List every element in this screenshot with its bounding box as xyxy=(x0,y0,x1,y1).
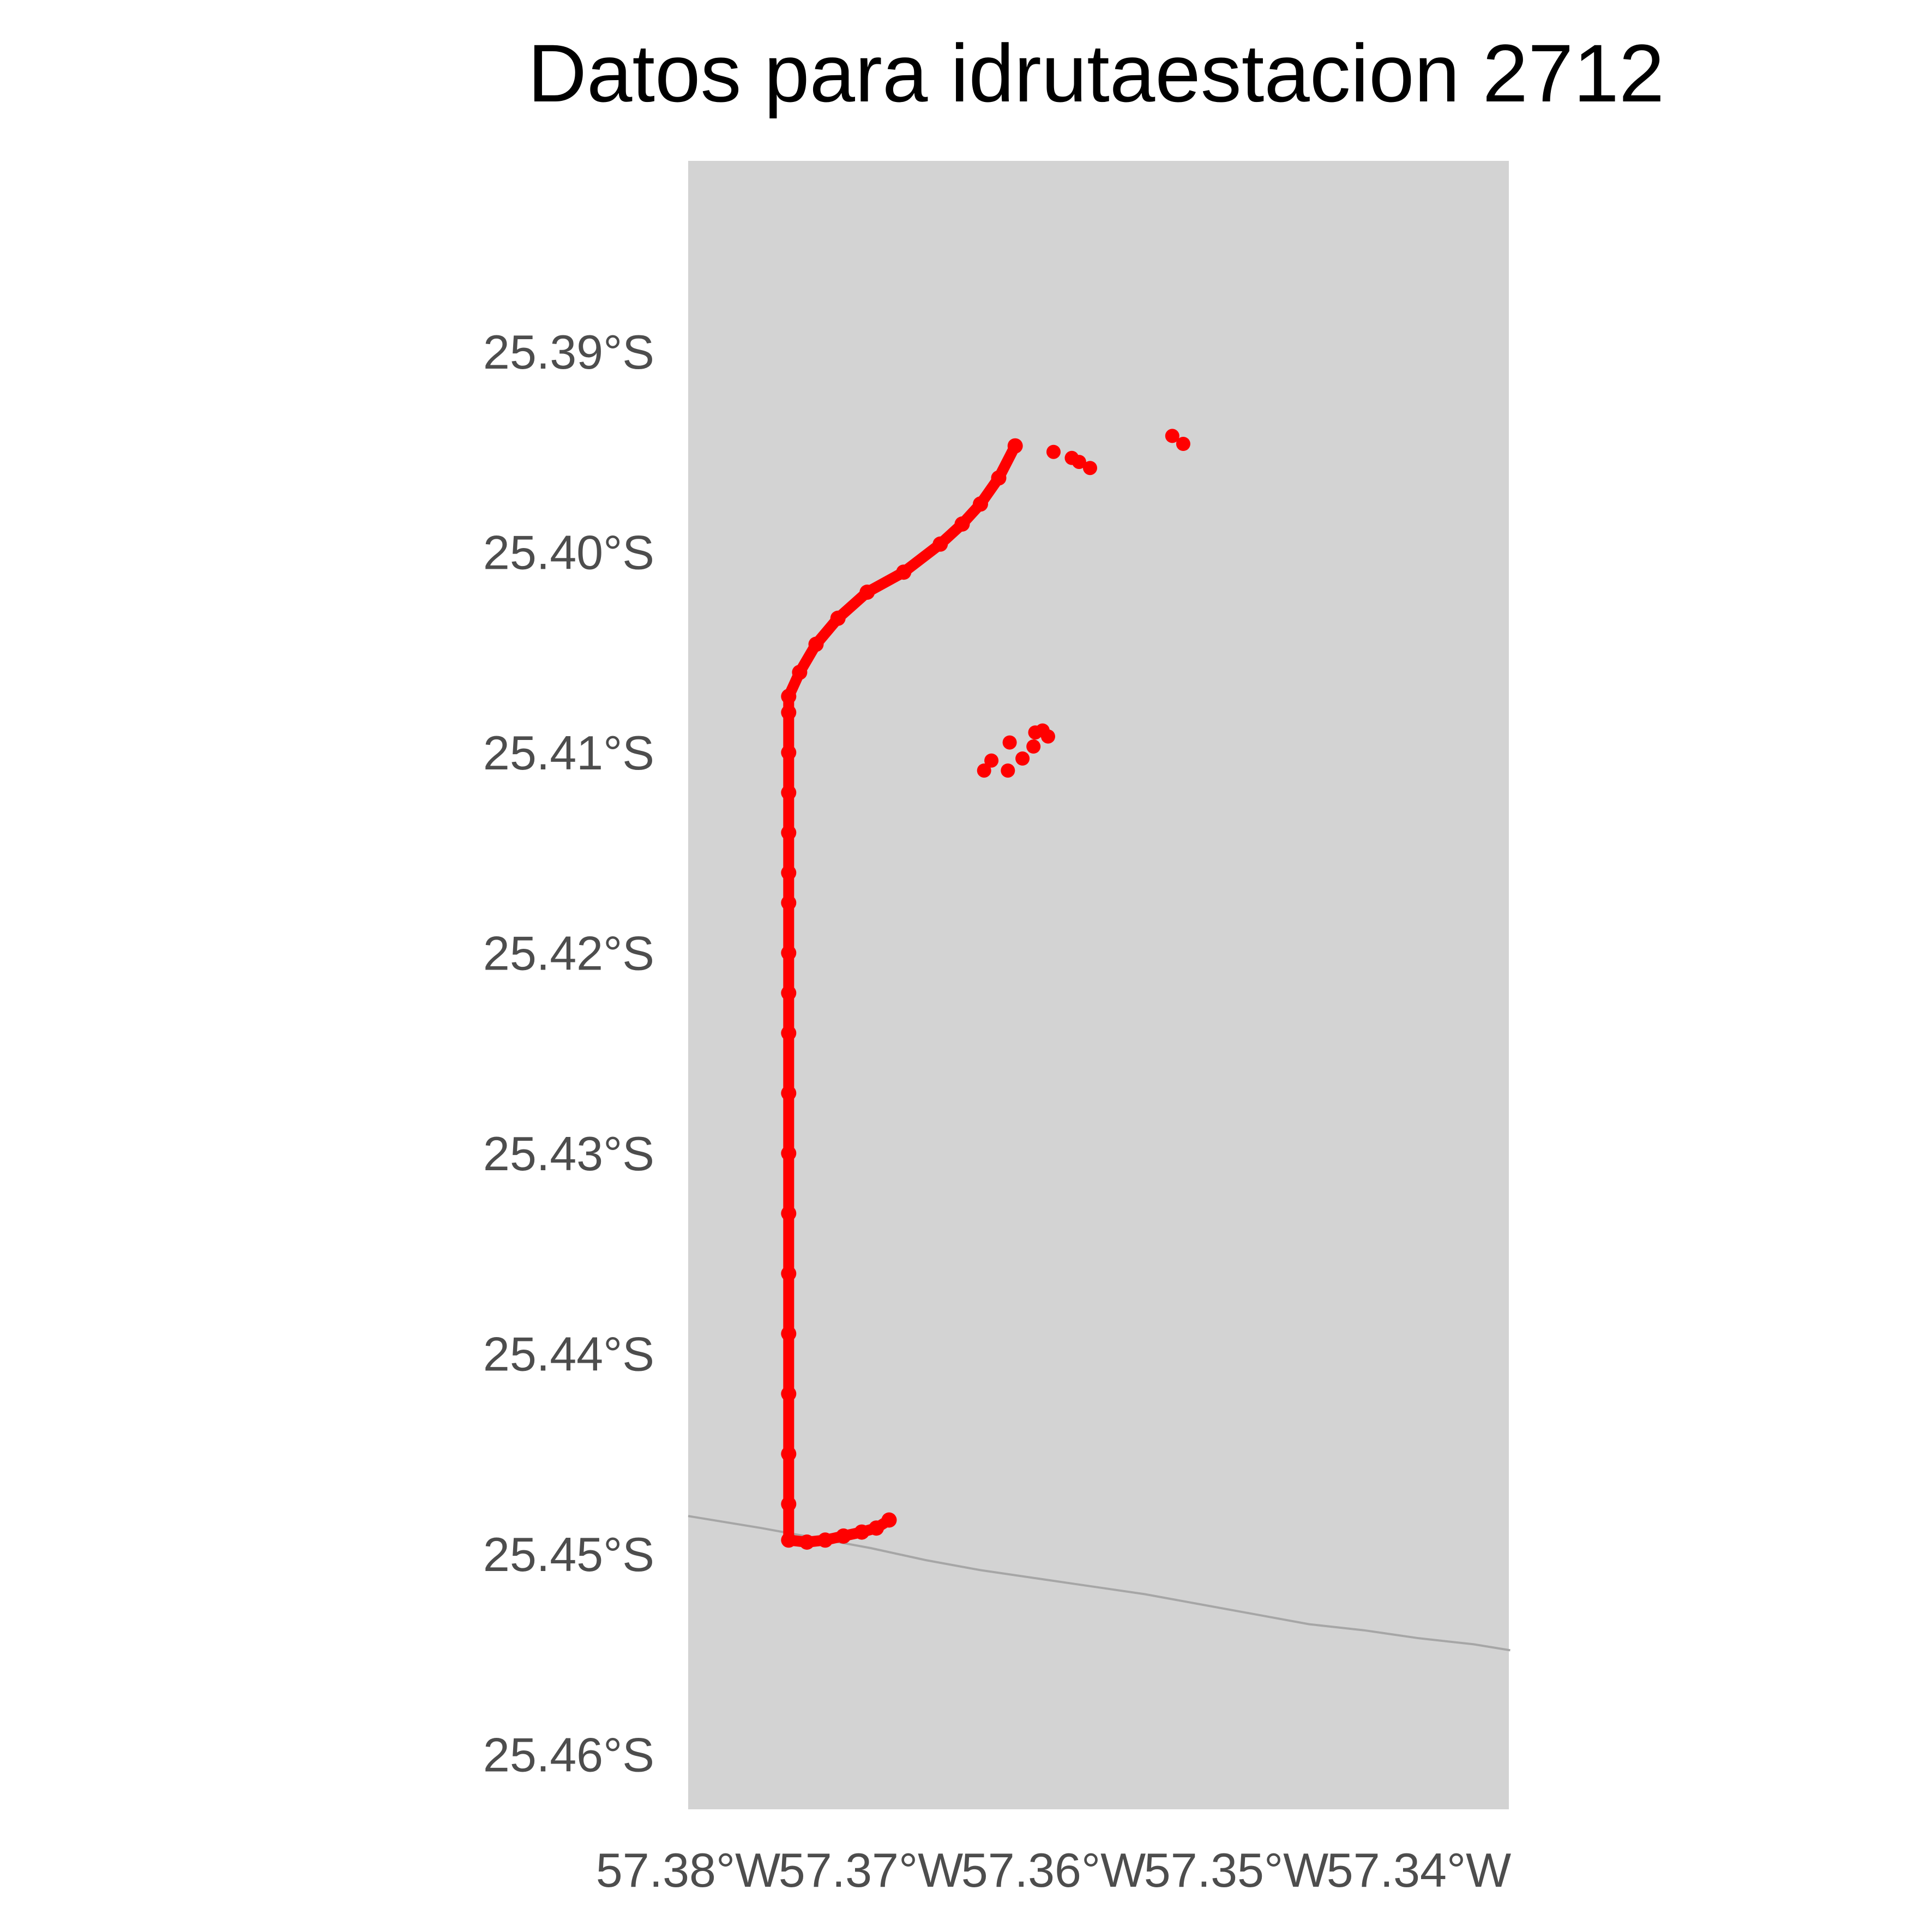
stray-point xyxy=(1165,429,1179,443)
track-point xyxy=(781,1532,797,1548)
stray-point xyxy=(977,763,991,778)
stray-point xyxy=(1064,450,1079,465)
stray-point xyxy=(1001,763,1015,778)
track-point xyxy=(781,895,797,911)
track-point xyxy=(932,536,948,552)
y-tick-label: 25.41°S xyxy=(483,726,654,780)
y-axis-tick-labels: 25.39°S 25.40°S 25.41°S 25.42°S 25.43°S 25.44… xyxy=(483,325,654,1782)
track-point xyxy=(1007,438,1023,454)
x-tick-label: 57.35°W xyxy=(1144,1843,1328,1897)
track-point xyxy=(781,1146,797,1161)
stray-point xyxy=(1046,444,1061,459)
track-point xyxy=(781,785,797,801)
track-point xyxy=(781,1446,797,1462)
track-point xyxy=(954,516,970,532)
track-point xyxy=(792,665,808,680)
stray-point xyxy=(1028,725,1043,740)
stray-point xyxy=(1026,739,1041,754)
track-point xyxy=(896,564,912,580)
y-tick-label: 25.42°S xyxy=(483,926,654,980)
route-track-layer xyxy=(781,438,1023,1550)
chart-title: Datos para idrutaestacion 2712 xyxy=(528,27,1665,119)
track-point xyxy=(781,945,797,961)
track-point xyxy=(781,1206,797,1221)
track-point xyxy=(781,825,797,840)
y-tick-label: 25.43°S xyxy=(483,1127,654,1181)
track-point xyxy=(781,1326,797,1341)
track-point xyxy=(835,1528,851,1544)
stray-point xyxy=(1176,437,1190,451)
y-tick-label: 25.46°S xyxy=(483,1728,654,1782)
track-point xyxy=(808,636,824,652)
track-point xyxy=(781,985,797,1001)
track-point xyxy=(817,1532,833,1548)
track-point xyxy=(991,470,1007,486)
x-tick-label: 57.36°W xyxy=(961,1843,1146,1897)
track-point xyxy=(869,1520,884,1536)
map-panel xyxy=(688,161,1509,1809)
track-point xyxy=(973,496,988,512)
track-point xyxy=(830,610,846,626)
track-point xyxy=(781,1386,797,1401)
track-point xyxy=(781,1266,797,1281)
x-tick-label: 57.37°W xyxy=(779,1843,963,1897)
y-tick-label: 25.40°S xyxy=(483,526,654,580)
track-point xyxy=(859,585,875,600)
stray-point xyxy=(1015,751,1030,766)
stray-points-layer xyxy=(977,429,1190,778)
track-point xyxy=(781,1025,797,1041)
x-axis-tick-labels: 57.38°W57.37°W57.36°W57.35°W57.34°W xyxy=(596,1843,1511,1897)
track-point xyxy=(781,865,797,881)
track-point xyxy=(781,689,797,705)
track-point xyxy=(854,1524,870,1540)
stray-point xyxy=(1083,461,1097,476)
y-tick-label: 25.44°S xyxy=(483,1327,654,1381)
y-tick-label: 25.39°S xyxy=(483,325,654,379)
y-tick-label: 25.45°S xyxy=(483,1527,654,1581)
stray-point xyxy=(1002,735,1017,750)
track-point xyxy=(881,1512,897,1528)
stray-point xyxy=(984,753,999,768)
x-tick-label: 57.34°W xyxy=(1327,1843,1511,1897)
track-point xyxy=(799,1534,815,1550)
track-point xyxy=(781,1496,797,1512)
track-point xyxy=(781,1085,797,1101)
track-point xyxy=(781,705,797,720)
x-tick-label: 57.38°W xyxy=(596,1843,780,1897)
track-point xyxy=(781,745,797,760)
